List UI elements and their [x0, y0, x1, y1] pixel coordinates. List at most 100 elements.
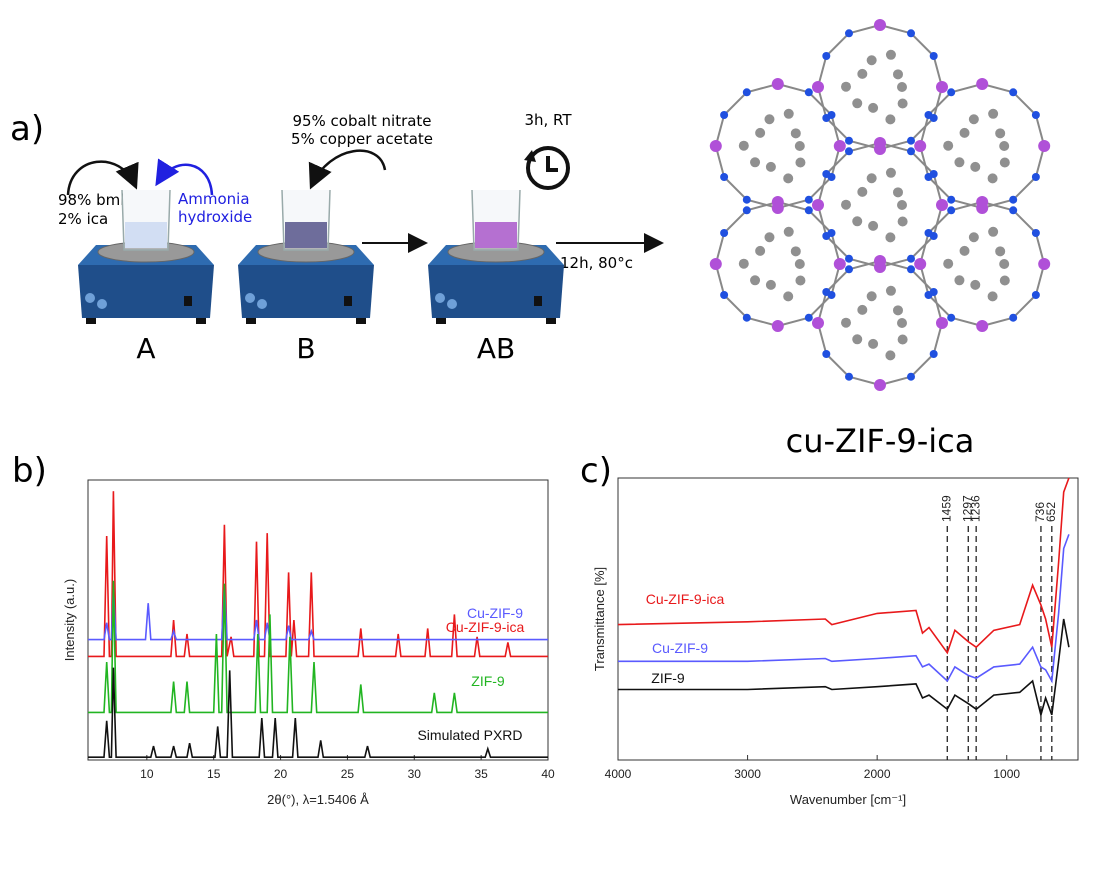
condition-label: 3h, RT [524, 111, 572, 129]
atom [970, 162, 980, 172]
series-label: ZIF-9 [471, 673, 505, 689]
atom [822, 350, 830, 358]
vessel-label: A [136, 332, 155, 365]
atom [995, 246, 1005, 256]
atom [885, 114, 895, 124]
atom [784, 227, 794, 237]
peak-label: 1236 [968, 495, 982, 522]
atom [841, 82, 851, 92]
atom [893, 69, 903, 79]
atom [720, 291, 728, 299]
x-tick-label: 25 [341, 767, 355, 781]
atom [943, 259, 953, 269]
vessel-label: B [296, 332, 315, 365]
atom [784, 109, 794, 119]
atom [988, 173, 998, 183]
atom [947, 314, 955, 322]
atom [867, 55, 877, 65]
atom [1032, 291, 1040, 299]
foot [246, 318, 256, 324]
atom [988, 227, 998, 237]
atom [907, 137, 915, 145]
atom [852, 334, 862, 344]
atom [898, 216, 908, 226]
reagent-label: Ammonia [178, 190, 250, 208]
peak-label: 652 [1044, 502, 1058, 522]
atom [914, 258, 926, 270]
atom [1038, 258, 1050, 270]
y-axis-title: Intensity (a.u.) [62, 579, 77, 661]
atom [795, 157, 805, 167]
atom [874, 143, 886, 155]
atom [845, 147, 853, 155]
atom [852, 98, 862, 108]
atom [885, 232, 895, 242]
atom [954, 275, 964, 285]
atom [936, 199, 948, 211]
atom [907, 255, 915, 263]
peak-label: 1459 [939, 495, 953, 522]
series-label: Cu-ZIF-9-ica [446, 619, 525, 635]
atom [1032, 229, 1040, 237]
atom [834, 258, 846, 270]
atom [999, 259, 1009, 269]
atom [947, 88, 955, 96]
atom [874, 379, 886, 391]
knob [447, 299, 457, 309]
stirrer-body [78, 265, 214, 318]
atom [1032, 173, 1040, 181]
atom [886, 286, 896, 296]
atom [930, 52, 938, 60]
series-label: ZIF-9 [651, 670, 685, 686]
atom [857, 187, 867, 197]
atom [1009, 88, 1017, 96]
bond [911, 33, 934, 56]
atom [924, 229, 932, 237]
panel-label: a) [10, 109, 44, 149]
stirrer-body [238, 265, 374, 318]
atom [930, 350, 938, 358]
atom [822, 52, 830, 60]
knob [435, 293, 445, 303]
atom [795, 259, 805, 269]
atom [969, 232, 979, 242]
bond [724, 210, 747, 233]
atom [960, 246, 970, 256]
atom [743, 196, 751, 204]
stirrer-body [428, 265, 564, 318]
atom [970, 280, 980, 290]
atom [743, 88, 751, 96]
atom [857, 69, 867, 79]
atom [907, 373, 915, 381]
atom [822, 114, 830, 122]
atom [988, 109, 998, 119]
beaker [472, 190, 520, 250]
x-tick-label: 35 [474, 767, 488, 781]
x-tick-label: 1000 [993, 767, 1020, 781]
reagent-label: 5% copper acetate [291, 130, 433, 148]
x-tick-label: 10 [140, 767, 154, 781]
atom [1032, 111, 1040, 119]
atom [852, 216, 862, 226]
atom [947, 196, 955, 204]
reagent-label: 95% cobalt nitrate [292, 112, 431, 130]
atom [874, 255, 886, 267]
atom [795, 275, 805, 285]
atom [868, 103, 878, 113]
beaker [282, 190, 330, 250]
atom [995, 128, 1005, 138]
x-tick-label: 4000 [605, 767, 632, 781]
beaker [122, 190, 170, 250]
atom [766, 280, 776, 290]
foot [546, 318, 556, 324]
atom [755, 246, 765, 256]
atom [914, 140, 926, 152]
atom [868, 221, 878, 231]
panel-label: c) [580, 451, 612, 491]
vessel-label: AB [477, 332, 515, 365]
atom [924, 173, 932, 181]
atom [791, 128, 801, 138]
atom [886, 50, 896, 60]
bond [911, 354, 934, 377]
atom [1009, 314, 1017, 322]
